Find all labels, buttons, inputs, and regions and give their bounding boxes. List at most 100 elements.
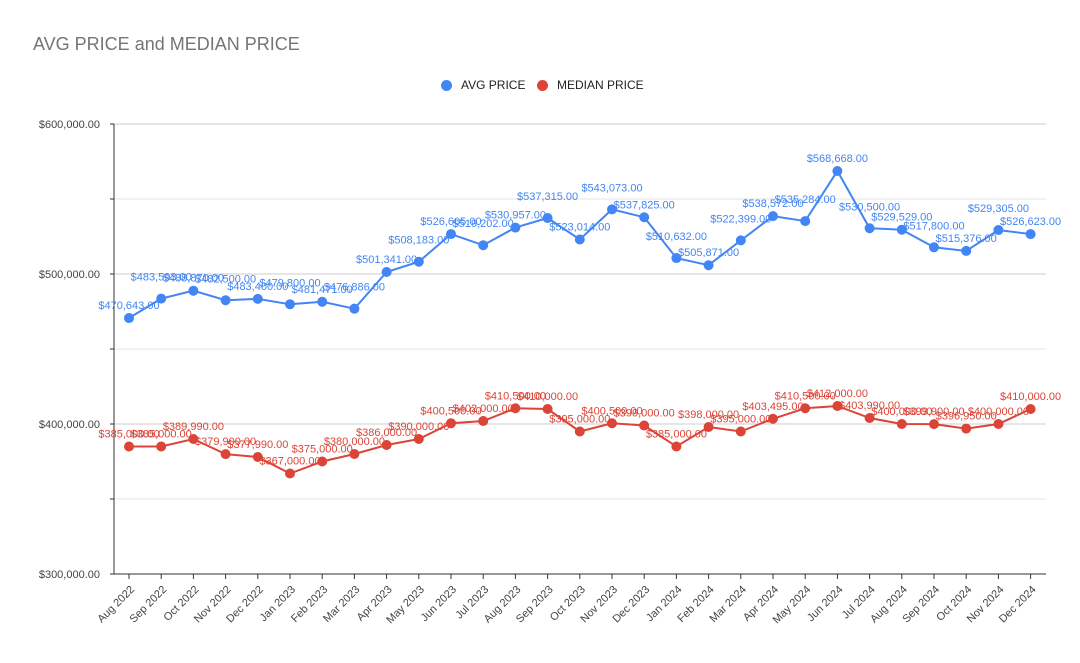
data-label-median-price: $375,000.00 <box>292 444 353 456</box>
data-label-avg-price: $529,529.00 <box>871 212 932 224</box>
data-point-avg-price[interactable] <box>735 235 746 246</box>
data-point-avg-price[interactable] <box>800 216 811 227</box>
data-label-median-price: $390,000.00 <box>388 421 449 433</box>
y-tick-label: $500,000.00 <box>39 269 100 281</box>
data-point-avg-price[interactable] <box>832 165 843 176</box>
data-label-avg-price: $519,202.00 <box>453 218 514 230</box>
data-point-median-price[interactable] <box>768 413 778 424</box>
data-label-median-price: $410,500.00 <box>485 390 546 402</box>
data-label-median-price: $400,500.00 <box>581 405 642 417</box>
data-point-median-price[interactable] <box>381 440 392 450</box>
data-point-median-price[interactable] <box>639 420 650 431</box>
data-point-avg-price[interactable] <box>317 296 328 307</box>
data-point-median-price[interactable] <box>703 422 714 432</box>
data-label-avg-price: $508,183.00 <box>388 235 449 247</box>
data-point-median-price[interactable] <box>929 419 939 430</box>
data-label-avg-price: $501,341.00 <box>356 254 417 266</box>
data-point-median-price[interactable] <box>252 452 263 463</box>
data-point-avg-price[interactable] <box>961 245 972 256</box>
data-point-median-price[interactable] <box>510 403 521 414</box>
data-point-median-price[interactable] <box>124 441 134 452</box>
data-point-avg-price[interactable] <box>220 295 231 306</box>
data-point-avg-price[interactable] <box>156 293 167 304</box>
data-label-median-price: $395,000.00 <box>549 414 610 426</box>
y-tick-label: $400,000.00 <box>39 419 100 431</box>
y-tick-label: $300,000.00 <box>39 569 100 581</box>
data-point-median-price[interactable] <box>961 423 972 434</box>
data-point-avg-price[interactable] <box>285 299 295 310</box>
data-point-median-price[interactable] <box>349 449 360 459</box>
legend-item-avg-price[interactable]: AVG PRICE <box>441 78 525 92</box>
data-label-median-price: $402,000.00 <box>453 403 514 415</box>
data-point-median-price[interactable] <box>607 418 617 429</box>
data-point-avg-price[interactable] <box>188 285 199 296</box>
data-label-median-price: $380,000.00 <box>324 436 385 448</box>
data-point-avg-price[interactable] <box>993 225 1004 236</box>
series-line-avg-price <box>128 169 1031 319</box>
data-point-median-price[interactable] <box>188 434 199 445</box>
data-label-median-price: $385,000.00 <box>131 429 192 441</box>
legend-item-median-price[interactable]: MEDIAN PRICE <box>537 78 644 92</box>
data-point-median-price[interactable] <box>864 413 875 424</box>
data-label-avg-price: $481,471.00 <box>292 284 353 296</box>
data-point-avg-price[interactable] <box>864 223 875 234</box>
x-tick-label: Jun 2024 <box>805 584 845 624</box>
data-label-avg-price: $538,572.00 <box>742 198 803 210</box>
data-label-avg-price: $530,500.00 <box>839 201 900 213</box>
data-label-median-price: $385,000.00 <box>646 429 707 441</box>
data-point-avg-price[interactable] <box>768 211 778 222</box>
data-point-avg-price[interactable] <box>639 212 650 223</box>
data-point-avg-price[interactable] <box>349 303 360 314</box>
data-point-avg-price[interactable] <box>542 213 553 224</box>
x-tick-label: Jun 2023 <box>419 584 459 624</box>
data-point-avg-price[interactable] <box>252 293 263 304</box>
data-label-median-price: $396,950.00 <box>936 411 997 423</box>
data-point-median-price[interactable] <box>896 419 907 429</box>
data-point-median-price[interactable] <box>993 419 1004 429</box>
data-label-median-price: $399,900.00 <box>903 406 964 418</box>
data-point-median-price[interactable] <box>220 449 231 460</box>
data-label-median-price: $395,000.00 <box>710 414 771 426</box>
data-point-avg-price[interactable] <box>510 222 521 233</box>
data-label-median-price: $400,000.00 <box>871 406 932 418</box>
data-point-median-price[interactable] <box>156 441 167 452</box>
data-point-avg-price[interactable] <box>607 204 617 215</box>
data-point-median-price[interactable] <box>478 416 489 426</box>
data-label-avg-price: $529,305.00 <box>968 203 1029 215</box>
data-point-avg-price[interactable] <box>478 240 489 251</box>
data-point-median-price[interactable] <box>800 403 811 414</box>
data-label-median-price: $410,500.00 <box>775 390 836 402</box>
data-point-avg-price[interactable] <box>574 234 585 245</box>
data-point-median-price[interactable] <box>317 456 328 467</box>
data-point-avg-price[interactable] <box>124 313 134 324</box>
data-point-median-price[interactable] <box>446 418 456 429</box>
data-point-median-price[interactable] <box>542 404 553 414</box>
data-point-median-price[interactable] <box>832 401 843 411</box>
data-point-avg-price[interactable] <box>381 266 392 277</box>
data-point-avg-price[interactable] <box>413 256 424 267</box>
legend-marker-avg-price <box>441 79 452 91</box>
data-label-avg-price: $537,315.00 <box>517 191 578 203</box>
data-point-median-price[interactable] <box>671 441 682 452</box>
data-label-avg-price: $482,500.00 <box>195 273 256 285</box>
data-point-avg-price[interactable] <box>929 242 939 253</box>
data-point-median-price[interactable] <box>285 468 295 479</box>
data-point-avg-price[interactable] <box>703 260 714 271</box>
data-point-median-price[interactable] <box>1025 404 1036 414</box>
data-label-median-price: $403,990.00 <box>839 400 900 412</box>
data-point-avg-price[interactable] <box>1025 229 1036 240</box>
data-label-avg-price: $476,886.00 <box>324 282 385 294</box>
data-label-median-price: $379,900.00 <box>195 436 256 448</box>
data-label-avg-price: $568,668.00 <box>807 153 868 165</box>
data-label-avg-price: $470,643.00 <box>98 300 159 312</box>
data-point-median-price[interactable] <box>413 434 424 444</box>
data-label-avg-price: $515,376.00 <box>936 233 997 245</box>
data-point-avg-price[interactable] <box>671 253 682 264</box>
data-point-median-price[interactable] <box>735 426 746 437</box>
data-point-avg-price[interactable] <box>446 229 456 240</box>
data-label-avg-price: $483,400.00 <box>227 281 288 293</box>
legend-label-median-price: MEDIAN PRICE <box>557 78 644 92</box>
data-point-median-price[interactable] <box>574 426 585 437</box>
data-point-avg-price[interactable] <box>896 224 907 235</box>
legend: AVG PRICE MEDIAN PRICE <box>0 78 1080 98</box>
